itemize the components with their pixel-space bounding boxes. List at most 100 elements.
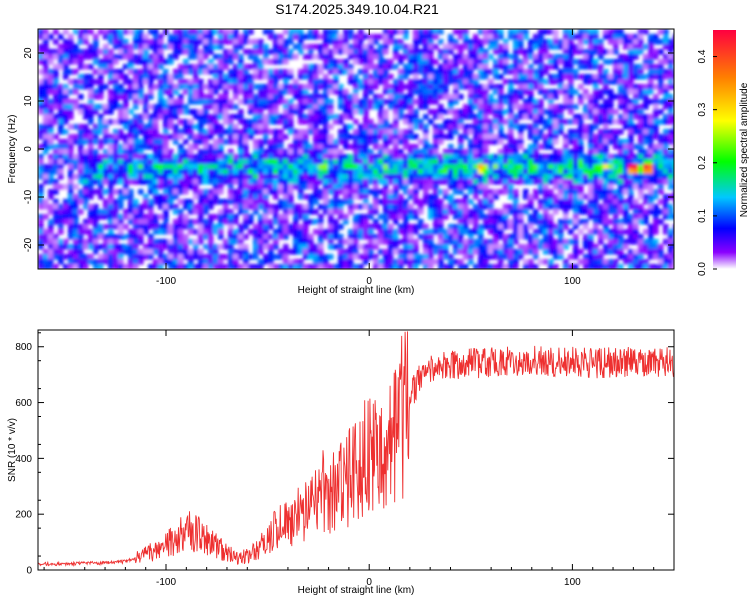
heatmap-cell: [583, 194, 589, 200]
heatmap-cell: [343, 59, 349, 65]
heatmap-cell: [63, 54, 69, 60]
heatmap-cell: [638, 144, 644, 150]
heatmap-cell: [563, 29, 569, 35]
heatmap-cell: [433, 159, 439, 165]
heatmap-cell: [518, 139, 524, 145]
heatmap-cell: [93, 104, 99, 110]
heatmap-cell: [393, 214, 399, 220]
heatmap-cell: [158, 99, 164, 105]
heatmap-cell: [298, 209, 304, 215]
heatmap-cell: [353, 34, 359, 40]
heatmap-cell: [398, 254, 404, 260]
heatmap-cell: [168, 259, 174, 265]
heatmap-cell: [363, 124, 369, 130]
heatmap-cell: [473, 204, 479, 210]
heatmap-cell: [208, 179, 214, 185]
heatmap-cell: [273, 214, 279, 220]
heatmap-cell: [53, 89, 59, 95]
heatmap-cell: [668, 69, 674, 75]
heatmap-cell: [63, 109, 69, 115]
heatmap-cell: [278, 199, 284, 205]
heatmap-cell: [378, 54, 384, 60]
heatmap-cell: [318, 174, 324, 180]
heatmap-cell: [188, 259, 194, 265]
heatmap-cell: [308, 159, 314, 165]
heatmap-cell: [488, 224, 494, 230]
heatmap-cell: [473, 229, 479, 235]
heatmap-cell: [543, 144, 549, 150]
heatmap-cell: [323, 234, 329, 240]
heatmap-cell: [263, 114, 269, 120]
heatmap-cell: [398, 59, 404, 65]
heatmap-cell: [263, 179, 269, 185]
heatmap-cell: [133, 209, 139, 215]
heatmap-cell: [473, 249, 479, 255]
heatmap-cell: [123, 124, 129, 130]
heatmap-cell: [213, 244, 219, 250]
heatmap-cell: [138, 79, 144, 85]
heatmap-cell: [273, 119, 279, 125]
heatmap-cell: [533, 34, 539, 40]
heatmap-cell: [628, 54, 634, 60]
heatmap-cell: [188, 184, 194, 190]
heatmap-cell: [663, 179, 669, 185]
heatmap-cell: [268, 99, 274, 105]
heatmap-cell: [433, 124, 439, 130]
heatmap-cell: [228, 99, 234, 105]
heatmap-cell: [413, 214, 419, 220]
heatmap-cell: [648, 184, 654, 190]
heatmap-cell: [548, 99, 554, 105]
heatmap-cell: [628, 189, 634, 195]
heatmap-cell: [488, 254, 494, 260]
heatmap-cell: [283, 89, 289, 95]
heatmap-cell: [488, 214, 494, 220]
heatmap-cell: [548, 144, 554, 150]
heatmap-cell: [363, 109, 369, 115]
heatmap-cell: [563, 159, 569, 165]
heatmap-cell: [93, 139, 99, 145]
heatmap-cell: [263, 59, 269, 65]
heatmap-cell: [668, 209, 674, 215]
heatmap-cell: [293, 169, 299, 175]
heatmap-cell: [493, 84, 499, 90]
heatmap-cell: [143, 59, 149, 65]
heatmap-cell: [418, 159, 424, 165]
heatmap-cell: [608, 49, 614, 55]
heatmap-cell: [363, 119, 369, 125]
heatmap-cell: [518, 124, 524, 130]
heatmap-cell: [528, 259, 534, 265]
heatmap-cell: [38, 244, 44, 250]
heatmap-cell: [153, 124, 159, 130]
heatmap-cell: [628, 59, 634, 65]
heatmap-cell: [578, 59, 584, 65]
heatmap-cell: [173, 189, 179, 195]
heatmap-cell: [258, 264, 264, 269]
heatmap-cell: [493, 134, 499, 140]
heatmap-cell: [68, 69, 74, 75]
heatmap-cell: [473, 79, 479, 85]
heatmap-cell: [188, 109, 194, 115]
heatmap-cell: [468, 49, 474, 55]
heatmap-cell: [318, 154, 324, 160]
heatmap-cell: [253, 39, 259, 45]
heatmap-cell: [603, 114, 609, 120]
heatmap-cell: [328, 224, 334, 230]
heatmap-cell: [118, 89, 124, 95]
heatmap-cell: [313, 144, 319, 150]
heatmap-cell: [398, 154, 404, 160]
heatmap-cell: [178, 259, 184, 265]
heatmap-cell: [113, 44, 119, 50]
heatmap-cell: [393, 259, 399, 265]
heatmap-cell: [118, 219, 124, 225]
heatmap-cell: [508, 69, 514, 75]
heatmap-cell: [323, 164, 329, 170]
heatmap-cell: [573, 239, 579, 245]
heatmap-cell: [318, 94, 324, 100]
heatmap-cell: [438, 109, 444, 115]
heatmap-cell: [268, 189, 274, 195]
heatmap-cell: [383, 29, 389, 35]
heatmap-cell: [153, 179, 159, 185]
spectrogram-y-tick-label: 0: [23, 146, 34, 152]
heatmap-cell: [323, 259, 329, 265]
heatmap-cell: [598, 259, 604, 265]
